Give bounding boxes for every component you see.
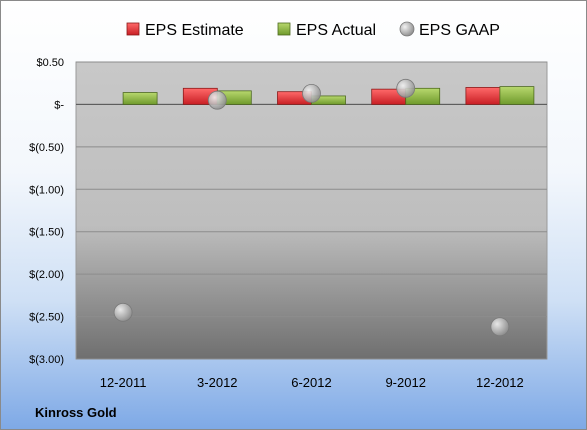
legend-label: EPS Actual — [296, 22, 376, 39]
y-tick-label: $(2.50) — [29, 312, 64, 324]
legend-eps-gaap: EPS GAAP — [399, 21, 500, 39]
plot-area — [75, 61, 548, 360]
point-eps-gaap — [396, 78, 416, 98]
x-tick-label: 12-2011 — [100, 375, 147, 390]
bar-eps-actual — [499, 86, 535, 105]
bar-eps-estimate — [465, 87, 501, 105]
y-tick-label: $0.50 — [36, 57, 64, 69]
y-tick-label: $(1.50) — [29, 227, 64, 239]
legend-eps-estimate: EPS Estimate — [126, 22, 244, 39]
legend-label: EPS Estimate — [145, 22, 244, 39]
x-tick-label: 12-2012 — [476, 375, 524, 390]
legend-swatch — [126, 22, 140, 36]
y-axis: $0.50 $- $(0.50) $(1.00) $(1.50) $(2.00) $(2.5… — [29, 57, 64, 366]
y-tick-label: $(2.00) — [29, 269, 64, 281]
gaap-points — [113, 78, 510, 337]
point-eps-gaap — [490, 317, 510, 337]
point-eps-gaap — [302, 83, 321, 103]
point-eps-gaap — [113, 302, 133, 322]
source-label: Kinross Gold — [35, 405, 117, 420]
y-tick-label: $(3.00) — [29, 354, 64, 366]
legend-swatch — [399, 21, 415, 37]
point-eps-gaap — [207, 90, 227, 110]
x-tick-label: 6-2012 — [291, 375, 331, 390]
y-tick-label: $(0.50) — [29, 142, 64, 154]
legend-swatch — [277, 22, 291, 36]
x-axis: 12-2011 3-2012 6-2012 9-2012 12-2012 — [100, 375, 524, 390]
bar-eps-actual — [122, 92, 158, 105]
x-tick-label: 9-2012 — [385, 375, 425, 390]
y-tick-label: $(1.00) — [29, 184, 64, 196]
legend-eps-actual: EPS Actual — [277, 22, 376, 39]
x-tick-label: 3-2012 — [197, 375, 237, 390]
legend-label: EPS GAAP — [419, 22, 500, 39]
legend: EPS Estimate EPS Actual EPS GAAP — [126, 21, 500, 39]
y-tick-label: $- — [54, 99, 64, 111]
